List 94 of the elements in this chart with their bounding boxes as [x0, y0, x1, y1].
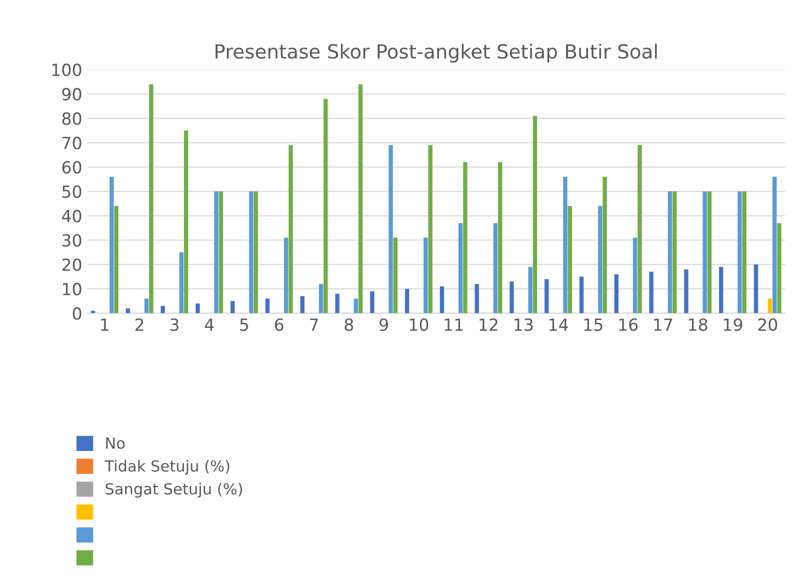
x-tick-label: 2: [135, 318, 144, 331]
bar: [300, 296, 304, 314]
bar: [719, 266, 724, 314]
x-tick-label: 18: [689, 318, 708, 331]
bar: [358, 84, 363, 314]
bar: [230, 301, 235, 314]
y-tick-label: 30: [62, 234, 82, 247]
bar: [149, 84, 154, 314]
chart-title: Presentase Skor Post-angket Setiap Butir Soal: [216, 44, 657, 63]
bar: [144, 298, 149, 314]
bar: [638, 145, 642, 314]
bar: [568, 206, 572, 314]
bar: [668, 191, 672, 314]
y-tick-label: 0: [72, 307, 82, 320]
bar: [218, 191, 224, 314]
bar: [114, 206, 118, 314]
bar: [324, 98, 328, 314]
bar: [249, 191, 254, 314]
x-tick-label: 12: [480, 318, 498, 331]
x-tick-label: 10: [410, 318, 428, 331]
y-tick-label: 60: [62, 161, 82, 174]
y-tick-label: 80: [62, 112, 82, 125]
y-tick-label: 70: [62, 136, 82, 150]
x-tick-label: 8: [344, 318, 354, 331]
y-tick-label: 20: [62, 258, 82, 272]
x-tick-label: 20: [758, 318, 778, 331]
bar: [428, 145, 432, 314]
bar: [404, 288, 410, 314]
legend-label: No: [106, 438, 125, 449]
x-tick-label: 4: [204, 318, 214, 331]
y-tick-label: 40: [62, 210, 82, 222]
bar: [335, 294, 340, 314]
bar: [458, 223, 463, 314]
bar: [214, 191, 218, 314]
x-tick-label: 16: [619, 318, 638, 331]
bar: [684, 269, 688, 314]
bar: [393, 238, 398, 314]
x-tick-label: 7: [310, 318, 318, 331]
bar: [288, 145, 293, 314]
bar: [528, 266, 532, 314]
bar: [110, 176, 114, 314]
x-tick-label: 11: [444, 318, 463, 331]
x-tick-label: 6: [275, 318, 284, 331]
bar: [474, 284, 479, 314]
y-tick-label: 50: [62, 185, 82, 198]
bar: [196, 303, 200, 314]
bar: [579, 276, 584, 314]
x-tick-label: 13: [514, 318, 533, 331]
bar: [388, 145, 393, 314]
x-tick-label: 1: [101, 318, 108, 331]
x-tick-label: 3: [170, 318, 178, 331]
bar: [772, 176, 777, 314]
bar: [632, 238, 638, 314]
y-tick-label: 100: [52, 64, 82, 76]
x-tick-label: 19: [724, 318, 742, 331]
bar: [532, 116, 538, 314]
bar: [754, 264, 758, 314]
bar: [493, 223, 498, 314]
bar: [563, 176, 568, 314]
bar: [738, 191, 742, 314]
bar: [284, 238, 288, 314]
x-tick-label: 14: [550, 318, 568, 331]
x-tick-label: 5: [240, 318, 248, 331]
bar: [649, 272, 654, 314]
bar: [598, 206, 602, 314]
bar: [254, 191, 258, 314]
bar: [614, 274, 619, 314]
bar: [742, 191, 746, 314]
bar: [777, 223, 782, 314]
bar: [463, 162, 468, 314]
bar: [184, 130, 188, 314]
legend-label: Sangat Setuju (%): [106, 482, 242, 498]
bar: [370, 291, 374, 314]
bar: [160, 306, 165, 314]
bar: [707, 191, 712, 314]
x-tick-label: 15: [584, 318, 602, 331]
bar: [768, 298, 772, 314]
bar: [510, 282, 514, 314]
bar: [179, 252, 184, 314]
bar: [354, 298, 358, 314]
bar: [602, 176, 607, 314]
x-tick-label: 9: [380, 318, 388, 331]
bar: [318, 284, 324, 314]
bar: [544, 279, 549, 314]
bar: [440, 286, 444, 314]
x-tick-label: 17: [654, 318, 672, 331]
bar: [672, 191, 677, 314]
legend-label: Tidak Setuju (%): [104, 460, 230, 475]
bar: [265, 298, 270, 314]
y-tick-label: 90: [62, 88, 82, 101]
bar: [498, 162, 502, 314]
bar: [424, 238, 428, 314]
y-tick-label: 10: [62, 282, 82, 296]
bar: [702, 191, 707, 314]
